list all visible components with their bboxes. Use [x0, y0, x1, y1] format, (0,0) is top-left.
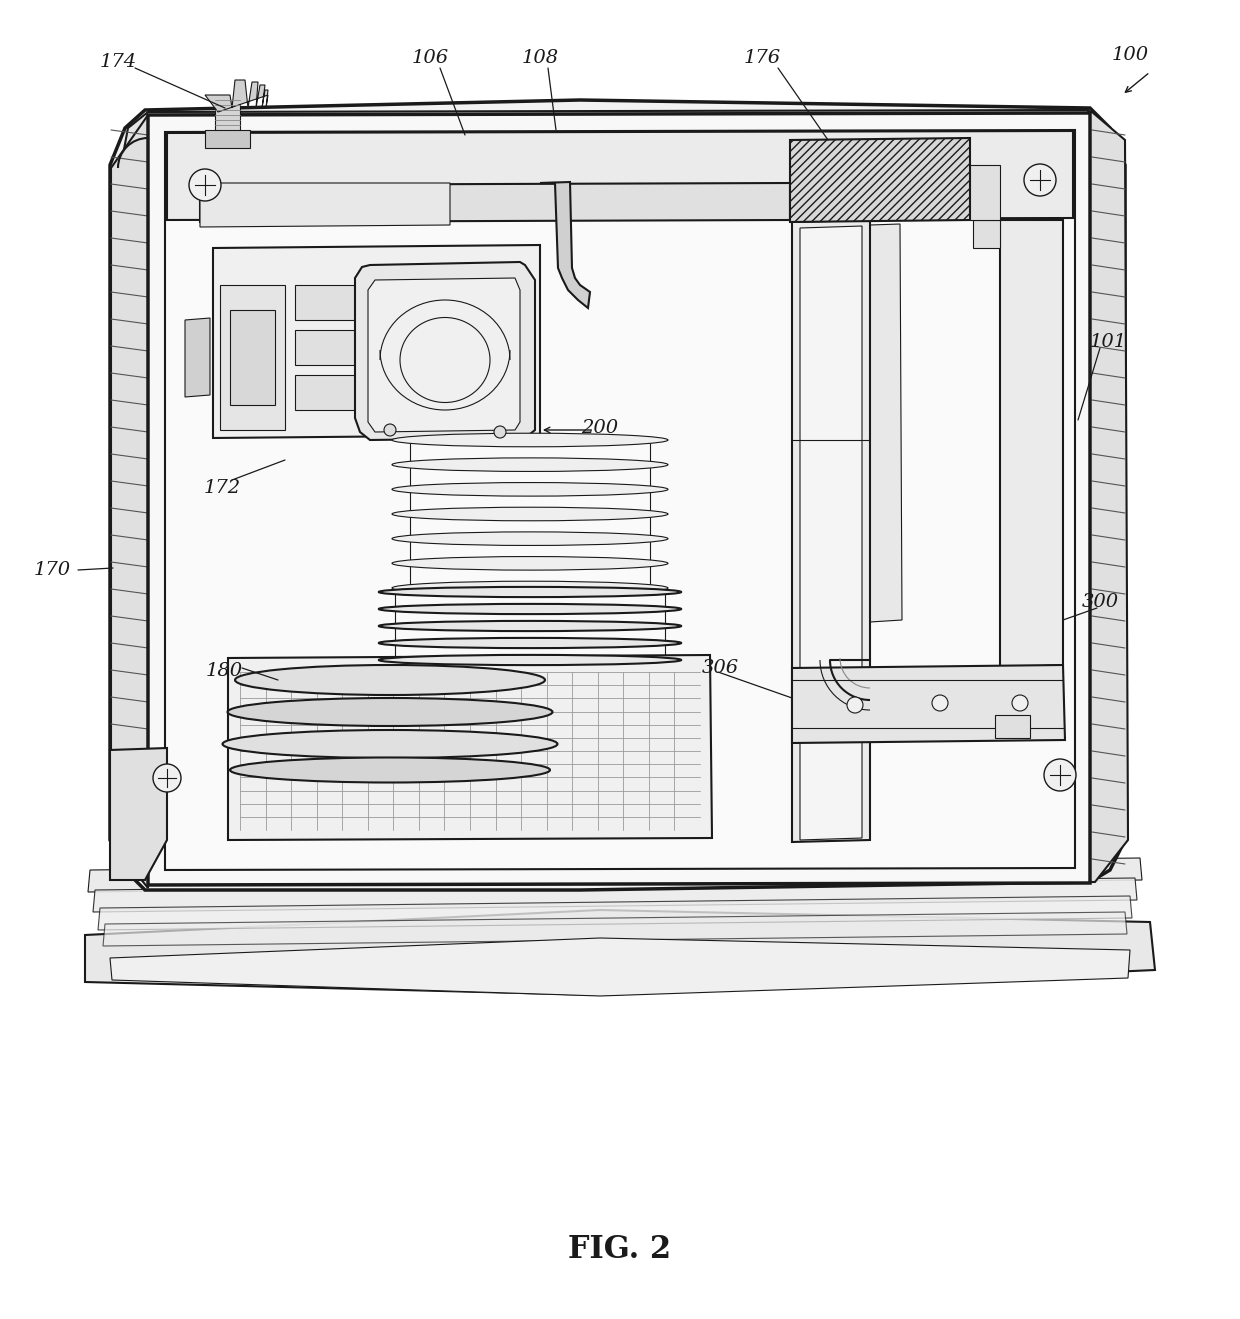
Text: 176: 176	[744, 49, 780, 67]
Polygon shape	[355, 262, 534, 441]
Polygon shape	[1087, 112, 1128, 882]
Polygon shape	[148, 113, 1090, 885]
Polygon shape	[539, 182, 590, 309]
Ellipse shape	[392, 532, 668, 546]
Text: 172: 172	[203, 479, 241, 497]
Polygon shape	[228, 656, 712, 840]
Polygon shape	[103, 911, 1127, 946]
Polygon shape	[205, 80, 268, 112]
Polygon shape	[86, 910, 1154, 995]
Polygon shape	[295, 330, 360, 365]
Polygon shape	[870, 224, 901, 623]
Polygon shape	[93, 878, 1137, 911]
Polygon shape	[167, 131, 1073, 220]
Ellipse shape	[378, 587, 681, 598]
Polygon shape	[110, 938, 1130, 996]
Ellipse shape	[392, 582, 668, 595]
Polygon shape	[215, 100, 241, 135]
Ellipse shape	[392, 483, 668, 496]
Polygon shape	[219, 285, 285, 430]
Polygon shape	[110, 100, 1125, 890]
Polygon shape	[213, 245, 539, 438]
Text: 180: 180	[206, 662, 243, 681]
Text: 174: 174	[99, 53, 136, 71]
Circle shape	[188, 169, 221, 200]
Circle shape	[847, 696, 863, 714]
Ellipse shape	[392, 557, 668, 570]
Ellipse shape	[378, 604, 681, 615]
Text: 106: 106	[412, 49, 449, 67]
Circle shape	[153, 764, 181, 791]
Circle shape	[932, 695, 949, 711]
Polygon shape	[792, 665, 1065, 743]
Polygon shape	[122, 109, 1122, 178]
Text: 170: 170	[33, 561, 71, 579]
Polygon shape	[200, 183, 450, 227]
Polygon shape	[165, 131, 1075, 871]
Ellipse shape	[378, 638, 681, 648]
Text: 200: 200	[582, 419, 619, 437]
Ellipse shape	[392, 458, 668, 471]
Polygon shape	[973, 220, 999, 248]
Polygon shape	[112, 115, 148, 888]
Text: 100: 100	[1111, 46, 1148, 65]
Polygon shape	[800, 226, 862, 840]
Polygon shape	[999, 220, 1063, 667]
Circle shape	[1012, 695, 1028, 711]
Polygon shape	[295, 375, 360, 410]
Polygon shape	[295, 285, 360, 321]
Circle shape	[494, 426, 506, 438]
Polygon shape	[970, 165, 999, 220]
Text: FIG. 2: FIG. 2	[568, 1235, 672, 1265]
Polygon shape	[205, 131, 250, 148]
Ellipse shape	[378, 656, 681, 665]
Text: 108: 108	[522, 49, 558, 67]
Ellipse shape	[236, 665, 546, 695]
Text: 306: 306	[702, 660, 739, 677]
Polygon shape	[200, 183, 790, 222]
Polygon shape	[792, 220, 870, 842]
Polygon shape	[229, 310, 275, 405]
Ellipse shape	[392, 433, 668, 447]
Polygon shape	[98, 896, 1132, 930]
Polygon shape	[790, 138, 970, 222]
Polygon shape	[110, 748, 167, 880]
Circle shape	[1044, 758, 1076, 791]
Polygon shape	[994, 715, 1030, 739]
Polygon shape	[88, 857, 1142, 892]
Text: 300: 300	[1081, 594, 1118, 611]
Polygon shape	[368, 278, 520, 433]
Ellipse shape	[392, 508, 668, 521]
Ellipse shape	[229, 757, 551, 782]
Ellipse shape	[227, 698, 553, 725]
Ellipse shape	[378, 621, 681, 630]
Ellipse shape	[222, 729, 558, 758]
Circle shape	[1024, 164, 1056, 197]
Text: 101: 101	[1090, 332, 1127, 351]
Circle shape	[384, 423, 396, 437]
Polygon shape	[185, 318, 210, 397]
